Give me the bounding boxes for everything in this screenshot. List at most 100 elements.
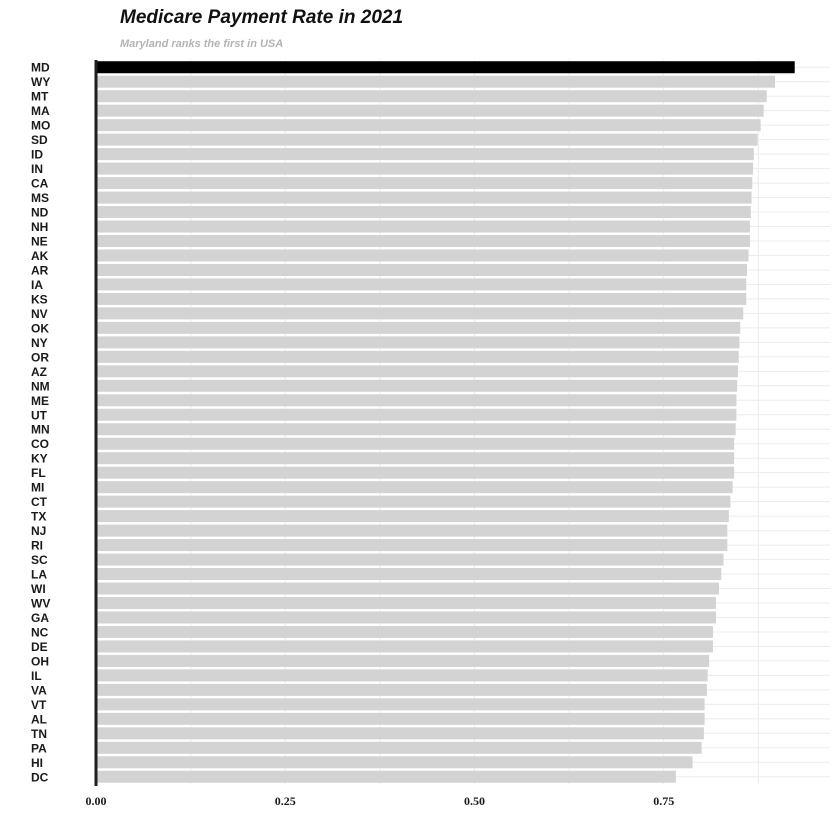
bar-ri bbox=[96, 539, 728, 552]
y-tick-label-al: AL bbox=[31, 712, 47, 726]
y-tick-label-nh: NH bbox=[31, 220, 48, 234]
y-tick-label-ar: AR bbox=[31, 263, 49, 277]
bar-hi bbox=[96, 756, 693, 769]
y-tick-label-la: LA bbox=[31, 568, 47, 582]
y-tick-label-oh: OH bbox=[31, 654, 49, 668]
y-tick-label-nc: NC bbox=[31, 625, 49, 639]
x-tick-labels: 0.00 0.25 0.50 0.75 bbox=[86, 794, 675, 808]
bar-nd bbox=[96, 206, 751, 219]
bar-wy bbox=[96, 75, 776, 88]
bar-dc bbox=[96, 770, 676, 783]
y-tick-label-mn: MN bbox=[31, 423, 50, 437]
y-tick-label-ok: OK bbox=[31, 321, 49, 335]
bar-al bbox=[96, 712, 705, 725]
y-tick-label-ut: UT bbox=[31, 408, 48, 422]
chart-subtitle: Maryland ranks the first in USA bbox=[120, 38, 284, 50]
chart-title: Medicare Payment Rate in 2021 bbox=[120, 7, 404, 28]
y-tick-label-mi: MI bbox=[31, 481, 44, 495]
bar-md bbox=[96, 61, 795, 74]
bar-wv bbox=[96, 597, 716, 609]
y-tick-label-nj: NJ bbox=[31, 524, 46, 538]
bar-nc bbox=[96, 625, 713, 638]
bar-vt bbox=[96, 698, 705, 711]
x-tick-label: 0.75 bbox=[653, 794, 674, 808]
bar-de bbox=[96, 640, 713, 653]
bar-or bbox=[96, 350, 739, 363]
y-tick-label-ms: MS bbox=[31, 191, 49, 205]
y-tick-label-tx: TX bbox=[31, 510, 46, 524]
y-tick-label-co: CO bbox=[31, 437, 49, 451]
bar-sd bbox=[96, 133, 758, 146]
y-tick-label-fl: FL bbox=[31, 466, 46, 480]
bar-sc bbox=[96, 553, 724, 566]
bar-in bbox=[96, 162, 754, 175]
bar-az bbox=[96, 365, 738, 378]
y-tick-label-ga: GA bbox=[31, 611, 49, 625]
bar-ga bbox=[96, 611, 716, 624]
y-tick-label-or: OR bbox=[31, 350, 49, 364]
bar-nv bbox=[96, 307, 744, 320]
y-tick-label-id: ID bbox=[31, 148, 43, 162]
bar-nj bbox=[96, 524, 728, 537]
bar-oh bbox=[96, 654, 710, 667]
y-tick-label-hi: HI bbox=[31, 756, 43, 770]
y-tick-label-tn: TN bbox=[31, 727, 47, 741]
y-tick-label-nd: ND bbox=[31, 206, 49, 220]
y-tick-label-vt: VT bbox=[31, 698, 47, 712]
y-tick-label-sc: SC bbox=[31, 553, 48, 567]
bar-mt bbox=[96, 90, 767, 103]
y-tick-label-ca: CA bbox=[31, 177, 49, 191]
y-tick-label-mo: MO bbox=[31, 119, 50, 133]
bar-ca bbox=[96, 177, 753, 190]
bar-il bbox=[96, 669, 708, 682]
bar-ny bbox=[96, 336, 740, 349]
y-tick-label-ct: CT bbox=[31, 495, 48, 509]
bar-ct bbox=[96, 495, 731, 508]
bar-ne bbox=[96, 235, 751, 247]
bar-mn bbox=[96, 423, 736, 436]
y-tick-label-az: AZ bbox=[31, 365, 47, 379]
y-tick-label-in: IN bbox=[31, 162, 43, 176]
y-tick-label-wi: WI bbox=[31, 582, 46, 596]
y-tick-label-nm: NM bbox=[31, 379, 50, 393]
y-tick-label-de: DE bbox=[31, 640, 48, 654]
bar-wi bbox=[96, 582, 720, 595]
y-tick-label-ky: KY bbox=[31, 452, 48, 466]
y-tick-label-ne: NE bbox=[31, 235, 48, 249]
x-tick-label: 0.50 bbox=[464, 794, 485, 808]
y-tick-label-ny: NY bbox=[31, 336, 48, 350]
y-tick-label-md: MD bbox=[31, 61, 50, 75]
y-tick-label-wy: WY bbox=[31, 75, 50, 89]
bar-ma bbox=[96, 104, 764, 117]
bar-la bbox=[96, 568, 722, 581]
y-tick-label-ak: AK bbox=[31, 249, 49, 263]
bar-nh bbox=[96, 220, 751, 233]
bar-ks bbox=[96, 292, 747, 305]
bar-tn bbox=[96, 727, 704, 740]
bar-ar bbox=[96, 263, 748, 276]
bar-ky bbox=[96, 452, 735, 465]
y-tick-label-ri: RI bbox=[31, 539, 43, 553]
x-tick-label: 0.00 bbox=[86, 794, 107, 808]
bar-co bbox=[96, 437, 735, 450]
bar-id bbox=[96, 148, 754, 161]
bar-ut bbox=[96, 408, 737, 421]
bar-fl bbox=[96, 466, 735, 479]
y-tick-labels: MDWYMTMAMOSDIDINCAMSNDNHNEAKARIAKSNVOKNY… bbox=[31, 61, 50, 785]
y-tick-label-sd: SD bbox=[31, 133, 48, 147]
y-tick-label-me: ME bbox=[31, 394, 49, 408]
bar-mo bbox=[96, 119, 761, 132]
bar-ia bbox=[96, 278, 747, 291]
bar-nm bbox=[96, 379, 738, 392]
y-tick-label-va: VA bbox=[31, 683, 47, 697]
bar-me bbox=[96, 394, 737, 407]
y-tick-label-ia: IA bbox=[31, 278, 43, 292]
y-tick-label-nv: NV bbox=[31, 307, 48, 321]
y-tick-label-ma: MA bbox=[31, 104, 50, 118]
y-tick-label-wv: WV bbox=[31, 597, 50, 611]
y-tick-label-ks: KS bbox=[31, 292, 48, 306]
y-tick-label-il: IL bbox=[31, 669, 42, 683]
y-tick-label-dc: DC bbox=[31, 770, 49, 784]
y-tick-label-mt: MT bbox=[31, 90, 49, 104]
